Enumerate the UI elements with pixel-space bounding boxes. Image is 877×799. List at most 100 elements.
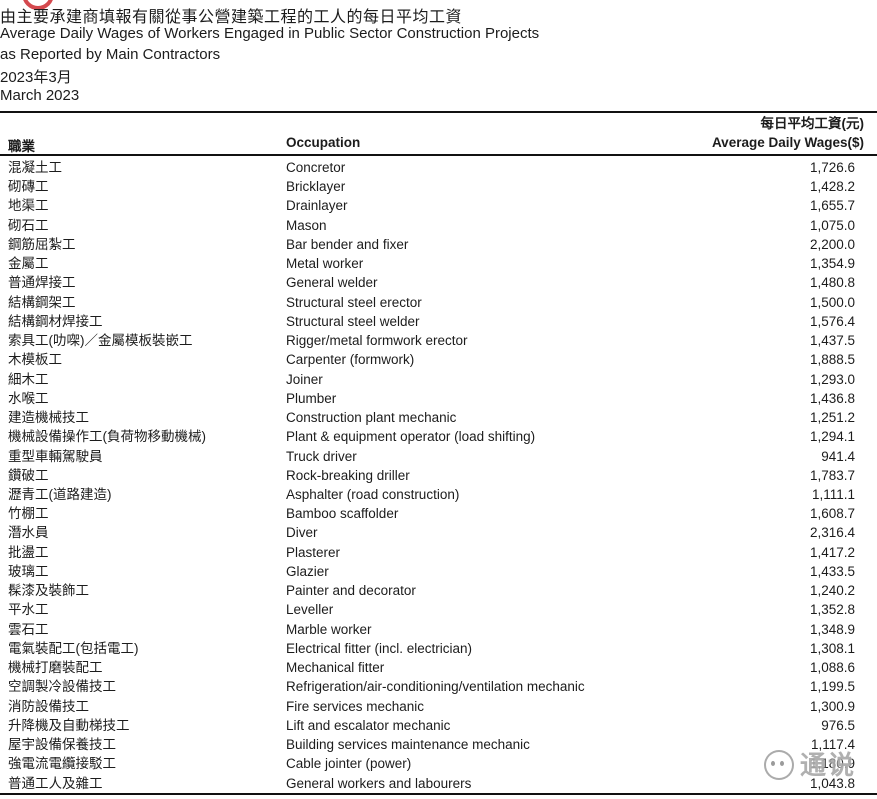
table-row: 結構鋼架工 Structural steel erector 1,500.0: [0, 293, 877, 312]
occupation-zh-cell: 雲石工: [8, 621, 49, 637]
wage-cell: 1,576.4: [809, 313, 855, 329]
period-chinese: 2023年3月: [0, 69, 72, 86]
table-row: 髹漆及裝飾工 Painter and decorator 1,240.2: [0, 581, 877, 600]
occupation-zh-cell: 砌磚工: [8, 179, 49, 195]
column-header-occupation-zh: 職業: [8, 139, 35, 154]
wage-cell: 1,655.7: [809, 198, 855, 214]
table-row: 結構鋼材焊接工 Structural steel welder 1,576.4: [0, 312, 877, 331]
occupation-en-cell: Plumber: [286, 390, 337, 406]
occupation-en-cell: Rock-breaking driller: [286, 467, 410, 483]
occupation-zh-cell: 潛水員: [8, 525, 49, 541]
period-english: March 2023: [0, 87, 80, 104]
table-row: 索具工(叻㗎)／金屬模板裝嵌工 Rigger/metal formwork er…: [0, 331, 877, 350]
wage-cell: 1,888.5: [809, 352, 855, 368]
occupation-zh-cell: 髹漆及裝飾工: [8, 583, 89, 599]
table-row: 強電流電纜接駁工 Cable jointer (power) 1,180.9: [0, 754, 877, 773]
wage-cell: 1,608.7: [809, 506, 855, 522]
occupation-en-cell: Truck driver: [286, 448, 357, 464]
occupation-zh-cell: 消防設備技工: [8, 698, 89, 714]
occupation-zh-cell: 普通工人及雜工: [8, 775, 103, 791]
wage-cell: 1,783.7: [809, 467, 855, 483]
occupation-zh-cell: 升降機及自動梯技工: [8, 717, 130, 733]
occupation-en-cell: Marble worker: [286, 621, 372, 637]
occupation-en-cell: Concretor: [286, 160, 346, 175]
occupation-zh-cell: 屋宇設備保養技工: [8, 737, 116, 753]
occupation-en-cell: Refrigeration/air-conditioning/ventilati…: [286, 679, 585, 695]
wage-cell: 1,088.6: [809, 660, 855, 676]
occupation-en-cell: Construction plant mechanic: [286, 410, 457, 426]
occupation-zh-cell: 批盪工: [8, 544, 49, 560]
occupation-en-cell: Fire services mechanic: [286, 698, 425, 714]
occupation-zh-cell: 砌石工: [8, 217, 49, 233]
table-row: 竹棚工 Bamboo scaffolder 1,608.7: [0, 504, 877, 523]
table-row: 細木工 Joiner 1,293.0: [0, 370, 877, 389]
table-row: 鋼筋屈紮工 Bar bender and fixer 2,200.0: [0, 235, 877, 254]
title-english-line1: Average Daily Wages of Workers Engaged i…: [0, 25, 540, 42]
occupation-en-cell: Cable jointer (power): [286, 756, 412, 772]
occupation-en-cell: Electrical fitter (incl. electrician): [286, 640, 473, 656]
occupation-zh-cell: 竹棚工: [8, 506, 49, 522]
wage-cell: 1,436.8: [809, 390, 855, 406]
wage-cell: 1,428.2: [809, 179, 855, 195]
occupation-en-cell: Mason: [286, 217, 327, 233]
table-row: 重型車輛駕駛員 Truck driver 941.4: [0, 447, 877, 466]
table-row: 木模板工 Carpenter (formwork) 1,888.5: [0, 350, 877, 369]
table-row: 電氣裝配工(包括電工) Electrical fitter (incl. ele…: [0, 639, 877, 658]
table-row: 建造機械技工 Construction plant mechanic 1,251…: [0, 408, 877, 427]
occupation-zh-cell: 鑽破工: [8, 467, 49, 483]
wage-cell: 1,117.4: [810, 737, 855, 753]
occupation-en-cell: Structural steel erector: [286, 294, 422, 310]
wage-cell: 1,500.0: [809, 294, 855, 310]
top-rule: [0, 111, 877, 113]
wage-cell: 1,308.1: [809, 640, 855, 656]
table-row: 機械設備操作工(負荷物移動機械) Plant & equipment opera…: [0, 427, 877, 446]
table-row: 金屬工 Metal worker 1,354.9: [0, 254, 877, 273]
occupation-en-cell: Plasterer: [286, 544, 341, 560]
wage-cell: 2,200.0: [809, 236, 855, 252]
occupation-en-cell: Joiner: [286, 371, 323, 387]
table-row: 砌石工 Mason 1,075.0: [0, 216, 877, 235]
table-row: 機械打磨裝配工 Mechanical fitter 1,088.6: [0, 658, 877, 677]
table-row: 普通焊接工 General welder 1,480.8: [0, 273, 877, 292]
wage-cell: 1,199.5: [809, 679, 855, 695]
wage-cell: 1,251.2: [809, 410, 855, 426]
table-row: 消防設備技工 Fire services mechanic 1,300.9: [0, 697, 877, 716]
header-rule: [0, 154, 877, 156]
occupation-zh-cell: 混凝土工: [8, 160, 62, 175]
wage-cell: 1,437.5: [809, 333, 855, 349]
occupation-en-cell: Rigger/metal formwork erector: [286, 333, 468, 349]
wage-cell: 1,726.6: [809, 160, 855, 175]
wage-cell: 1,433.5: [809, 563, 855, 579]
wage-cell: 1,300.9: [809, 698, 855, 714]
occupation-en-cell: Lift and escalator mechanic: [286, 717, 451, 733]
occupation-zh-cell: 鋼筋屈紮工: [8, 236, 76, 252]
occupation-zh-cell: 細木工: [8, 371, 49, 387]
occupation-zh-cell: 建造機械技工: [8, 410, 89, 426]
wages-table: 混凝土工 Concretor 1,726.6 砌磚工 Bricklayer 1,…: [0, 158, 877, 793]
table-row: 屋宇設備保養技工 Building services maintenance m…: [0, 735, 877, 754]
title-chinese: 由主要承建商填報有關從事公營建築工程的工人的每日平均工資: [0, 9, 463, 26]
occupation-en-cell: Plant & equipment operator (load shiftin…: [286, 429, 536, 445]
occupation-zh-cell: 金屬工: [8, 256, 49, 272]
occupation-zh-cell: 空調製冷設備技工: [8, 679, 116, 695]
table-row: 混凝土工 Concretor 1,726.6: [0, 158, 877, 177]
wage-cell: 1,240.2: [809, 583, 855, 599]
table-row: 雲石工 Marble worker 1,348.9: [0, 620, 877, 639]
wage-cell: 941.4: [821, 448, 855, 464]
occupation-en-cell: Diver: [286, 525, 318, 541]
title-english-line2: as Reported by Main Contractors: [0, 46, 221, 63]
wage-cell: 1,111.1: [811, 486, 855, 502]
wage-cell: 1,075.0: [809, 217, 855, 233]
occupation-en-cell: Metal worker: [286, 256, 364, 272]
table-row: 潛水員 Diver 2,316.4: [0, 523, 877, 542]
bottom-rule: [0, 793, 877, 795]
table-row: 玻璃工 Glazier 1,433.5: [0, 562, 877, 581]
wage-cell: 1,293.0: [809, 371, 855, 387]
occupation-zh-cell: 結構鋼材焊接工: [8, 313, 103, 329]
column-header-occupation-en: Occupation: [286, 135, 361, 150]
occupation-zh-cell: 地渠工: [8, 198, 49, 214]
occupation-zh-cell: 強電流電纜接駁工: [8, 756, 116, 772]
occupation-zh-cell: 電氣裝配工(包括電工): [8, 640, 139, 656]
occupation-zh-cell: 玻璃工: [8, 563, 49, 579]
